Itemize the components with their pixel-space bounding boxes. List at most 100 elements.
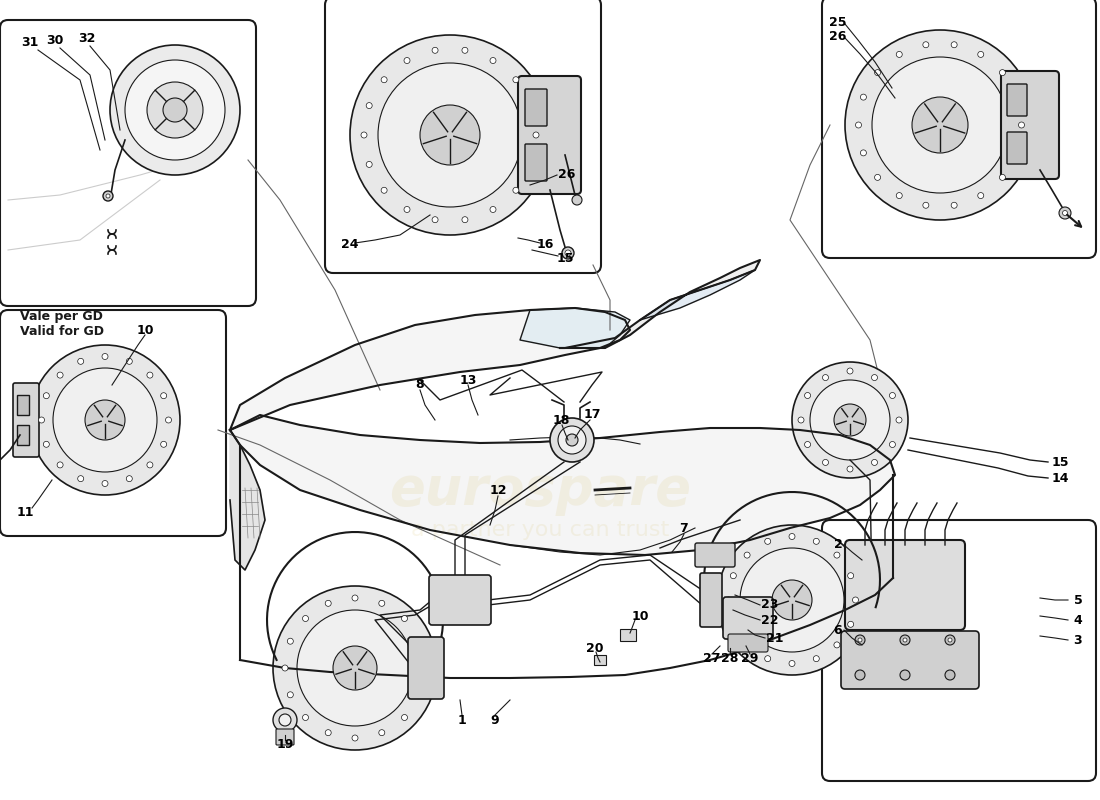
Circle shape <box>740 548 844 652</box>
Circle shape <box>823 459 828 466</box>
Circle shape <box>462 217 468 222</box>
Text: Vale per GD: Vale per GD <box>20 310 103 323</box>
Circle shape <box>896 417 902 423</box>
Circle shape <box>432 47 438 54</box>
Text: 3: 3 <box>1074 634 1082 646</box>
Text: 29: 29 <box>741 651 759 665</box>
Circle shape <box>860 94 867 100</box>
Circle shape <box>432 217 438 222</box>
Circle shape <box>161 393 167 398</box>
Text: 7: 7 <box>680 522 689 534</box>
Text: 22: 22 <box>761 614 779 626</box>
Circle shape <box>326 600 331 606</box>
Circle shape <box>834 404 866 436</box>
Circle shape <box>366 162 372 167</box>
Text: 31: 31 <box>21 35 38 49</box>
Circle shape <box>912 97 968 153</box>
Circle shape <box>558 426 586 454</box>
Polygon shape <box>640 270 755 320</box>
Text: 1: 1 <box>458 714 466 726</box>
FancyBboxPatch shape <box>525 89 547 126</box>
Circle shape <box>900 635 910 645</box>
Text: 15: 15 <box>557 251 574 265</box>
Circle shape <box>789 661 795 666</box>
Circle shape <box>744 642 750 648</box>
FancyBboxPatch shape <box>518 76 581 194</box>
Circle shape <box>273 586 437 750</box>
Circle shape <box>890 442 895 447</box>
Text: 4: 4 <box>1074 614 1082 626</box>
FancyBboxPatch shape <box>0 20 256 306</box>
Text: 24: 24 <box>341 238 359 251</box>
Circle shape <box>874 70 881 76</box>
Circle shape <box>1000 70 1005 76</box>
Circle shape <box>53 368 157 472</box>
Circle shape <box>381 77 387 82</box>
Circle shape <box>420 105 480 165</box>
FancyBboxPatch shape <box>324 0 601 273</box>
Text: 8: 8 <box>416 378 425 391</box>
Circle shape <box>744 552 750 558</box>
Circle shape <box>404 58 410 63</box>
Circle shape <box>945 670 955 680</box>
Circle shape <box>923 42 928 48</box>
Circle shape <box>978 51 983 58</box>
Polygon shape <box>520 308 630 348</box>
Circle shape <box>1013 94 1020 100</box>
FancyBboxPatch shape <box>1001 71 1059 179</box>
Circle shape <box>352 595 358 601</box>
Circle shape <box>730 573 736 578</box>
Circle shape <box>855 635 865 645</box>
Circle shape <box>717 525 867 675</box>
Circle shape <box>490 206 496 213</box>
Circle shape <box>513 77 519 82</box>
FancyBboxPatch shape <box>1006 84 1027 116</box>
FancyBboxPatch shape <box>842 631 979 689</box>
Circle shape <box>804 442 811 447</box>
Circle shape <box>57 462 63 468</box>
Text: 12: 12 <box>490 483 507 497</box>
Circle shape <box>78 476 84 482</box>
Text: 17: 17 <box>583 409 601 422</box>
Circle shape <box>125 60 226 160</box>
Circle shape <box>845 30 1035 220</box>
Circle shape <box>764 538 771 544</box>
Circle shape <box>103 191 113 201</box>
Circle shape <box>30 345 180 495</box>
Circle shape <box>378 63 522 207</box>
Circle shape <box>287 692 294 698</box>
Circle shape <box>302 615 308 622</box>
Circle shape <box>903 638 907 642</box>
Circle shape <box>78 358 84 364</box>
Circle shape <box>422 665 428 671</box>
Circle shape <box>106 194 110 198</box>
FancyBboxPatch shape <box>695 543 735 567</box>
FancyBboxPatch shape <box>620 629 636 641</box>
FancyBboxPatch shape <box>13 383 39 457</box>
FancyBboxPatch shape <box>16 395 29 415</box>
Circle shape <box>1063 210 1067 215</box>
Circle shape <box>834 552 840 558</box>
Circle shape <box>528 102 534 109</box>
Circle shape <box>764 656 771 662</box>
Circle shape <box>896 193 902 198</box>
Circle shape <box>871 459 878 466</box>
Circle shape <box>57 372 63 378</box>
Circle shape <box>147 462 153 468</box>
Text: 14: 14 <box>1052 471 1069 485</box>
Polygon shape <box>230 430 265 570</box>
Circle shape <box>874 174 881 180</box>
Circle shape <box>402 615 407 622</box>
Text: 18: 18 <box>552 414 570 426</box>
Text: 13: 13 <box>460 374 476 386</box>
FancyBboxPatch shape <box>16 425 29 445</box>
Circle shape <box>282 665 288 671</box>
Circle shape <box>404 206 410 213</box>
Circle shape <box>1013 150 1020 156</box>
Circle shape <box>890 393 895 398</box>
Circle shape <box>847 466 852 472</box>
Circle shape <box>147 82 204 138</box>
Circle shape <box>923 202 928 208</box>
Circle shape <box>417 638 422 644</box>
FancyBboxPatch shape <box>1006 132 1027 164</box>
